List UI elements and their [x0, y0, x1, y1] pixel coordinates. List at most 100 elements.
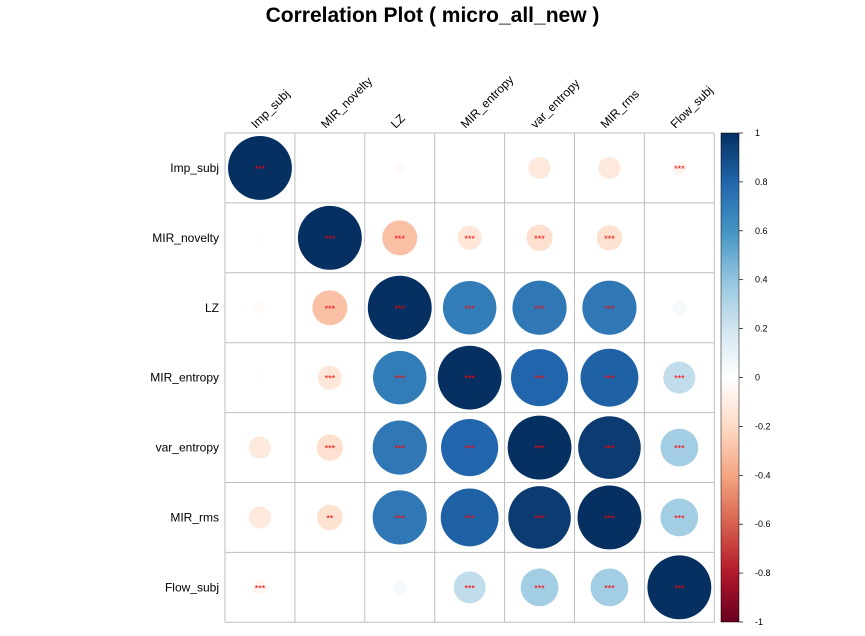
colorbar-tick-label: 1 — [755, 128, 760, 138]
colorbar-tick-label: -0.6 — [755, 519, 771, 529]
significance-mark: *** — [674, 374, 685, 384]
corr-circle — [442, 281, 497, 335]
significance-mark: *** — [255, 583, 266, 593]
corr-circle — [647, 555, 712, 620]
corr-circle — [526, 224, 553, 252]
corr-circle — [512, 280, 567, 335]
corr-circle — [394, 162, 406, 174]
significance-mark: *** — [604, 304, 615, 314]
row-label: MIR_novelty — [152, 231, 219, 245]
significance-mark: *** — [534, 234, 545, 244]
corr-circle — [660, 498, 699, 537]
significance-mark: *** — [325, 374, 336, 384]
row-label: LZ — [205, 301, 219, 315]
corr-circle — [440, 488, 499, 547]
column-label: var_entropy — [528, 76, 583, 131]
column-label: Imp_subj — [248, 87, 292, 131]
significance-mark: *** — [534, 583, 545, 593]
corr-circle — [510, 349, 569, 407]
column-label: LZ — [388, 111, 408, 131]
colorbar-tick-label: -0.4 — [755, 470, 771, 480]
row-label: Flow_subj — [165, 580, 219, 594]
colorbar-tick-label: -0.2 — [755, 421, 771, 431]
corr-circle — [392, 580, 407, 595]
column-label: MIR_entropy — [458, 73, 516, 131]
row-label: MIR_entropy — [150, 371, 219, 385]
corr-circle — [373, 350, 427, 405]
colorbar — [720, 132, 740, 623]
significance-mark: *** — [464, 234, 475, 244]
corr-circle — [248, 506, 272, 529]
corr-circle — [372, 490, 427, 545]
significance-mark: *** — [604, 513, 615, 523]
corr-circle — [316, 434, 344, 461]
corr-circle — [507, 415, 572, 480]
significance-mark: *** — [394, 234, 405, 244]
row-label: var_entropy — [156, 441, 219, 455]
corr-circle — [598, 156, 621, 180]
significance-mark: ** — [326, 513, 334, 523]
corr-circle — [297, 205, 362, 270]
column-label: MIR_novelty — [318, 74, 375, 131]
colorbar-tick-label: 0.4 — [755, 275, 768, 285]
corr-circle — [590, 568, 629, 607]
significance-mark: *** — [604, 234, 615, 244]
significance-mark: *** — [394, 304, 405, 314]
corr-circle — [578, 416, 641, 479]
colorbar-tick-label: 0 — [755, 373, 760, 383]
significance-mark: *** — [464, 444, 475, 454]
chart-title: Correlation Plot ( micro_all_new ) — [265, 4, 600, 27]
significance-mark: *** — [325, 304, 336, 314]
corr-circle — [663, 361, 696, 394]
significance-mark: *** — [674, 164, 685, 174]
significance-mark: *** — [464, 583, 475, 593]
corr-circle — [660, 428, 699, 467]
row-label: MIR_rms — [170, 510, 219, 524]
corr-circle — [256, 234, 264, 242]
column-label: Flow_subj — [668, 83, 716, 131]
corr-circle — [457, 225, 482, 250]
row-label: Imp_subj — [170, 161, 219, 175]
corr-circle — [317, 365, 342, 390]
significance-mark: *** — [394, 444, 405, 454]
colorbar-tick-label: -1 — [755, 617, 763, 627]
significance-mark: *** — [674, 444, 685, 454]
significance-mark: *** — [534, 304, 545, 314]
significance-mark: *** — [464, 513, 475, 523]
significance-mark: *** — [325, 444, 336, 454]
significance-mark: *** — [674, 513, 685, 523]
corr-circle — [672, 160, 687, 176]
significance-mark: *** — [674, 583, 685, 593]
corr-circle — [382, 220, 418, 256]
corr-circle — [580, 348, 639, 407]
column-label: MIR_rms — [598, 87, 642, 131]
significance-mark: *** — [325, 234, 336, 244]
colorbar-tick-label: 0.8 — [755, 177, 768, 187]
significance-mark: *** — [464, 304, 475, 314]
corr-circle — [441, 418, 499, 477]
corr-circle — [528, 156, 551, 180]
corr-circle — [367, 275, 432, 340]
colorbar-tick-label: 0.2 — [755, 324, 768, 334]
significance-mark: *** — [534, 513, 545, 523]
corr-circle — [312, 290, 348, 326]
corr-circle — [672, 300, 687, 315]
corr-circle — [508, 486, 571, 549]
colorbar-tick-label: 0.6 — [755, 226, 768, 236]
significance-mark: *** — [534, 444, 545, 454]
corr-circle — [256, 374, 264, 381]
significance-mark: *** — [604, 583, 615, 593]
significance-mark: *** — [604, 374, 615, 384]
corr-circle — [317, 504, 343, 531]
corr-circle — [372, 420, 427, 475]
significance-mark: *** — [604, 444, 615, 454]
corr-circle — [254, 302, 266, 314]
colorbar-tick-label: -0.8 — [755, 568, 771, 578]
corr-circle — [437, 345, 502, 410]
corr-circle — [596, 225, 623, 251]
significance-mark: *** — [464, 374, 475, 384]
corr-circle — [582, 280, 637, 335]
corr-circle — [453, 571, 486, 604]
corr-circle — [577, 485, 642, 550]
